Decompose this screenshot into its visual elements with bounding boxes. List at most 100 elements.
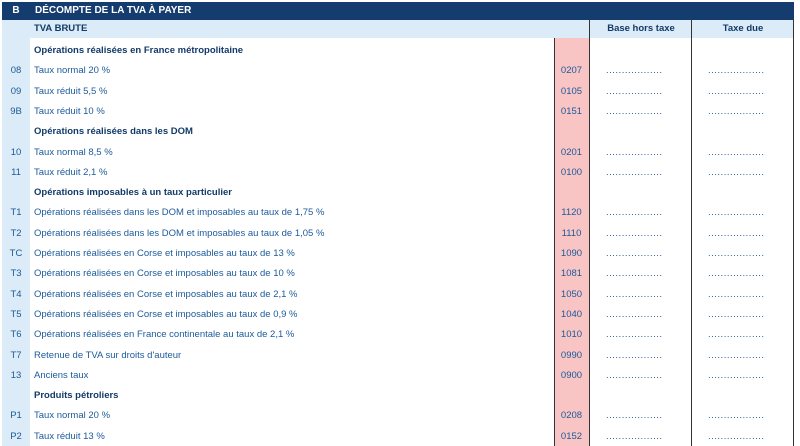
form-line: T7 Retenue de TVA sur droits d'auteur 0990… xyxy=(2,346,794,365)
line-number: T3 xyxy=(10,268,22,280)
base-amount-field[interactable]: .................. xyxy=(606,166,663,178)
line-label: Opérations réalisées dans les DOM et imp… xyxy=(34,227,325,239)
base-amount-field[interactable]: .................. xyxy=(606,146,663,158)
box-code: 0900 xyxy=(560,369,583,381)
base-amount-field[interactable]: .................. xyxy=(606,329,663,341)
box-code: 0100 xyxy=(560,166,583,178)
box-code: 0207 xyxy=(560,65,583,77)
subheader: TVA BRUTE xyxy=(30,20,794,38)
form-header: B DÉCOMPTE DE LA TVA À PAYER xyxy=(2,2,794,20)
tax-amount-field[interactable]: .................. xyxy=(708,65,765,77)
form-line: 9B Taux réduit 10 % 0151..................… xyxy=(2,102,794,121)
line-label: Produits pétroliers xyxy=(34,390,119,402)
form-line: T6 Opérations réalisées en France contine… xyxy=(2,325,794,344)
tax-amount-field[interactable]: .................. xyxy=(708,105,765,117)
tax-amount-field[interactable]: .................. xyxy=(708,268,765,280)
base-amount-field[interactable]: .................. xyxy=(606,308,663,320)
form-line: T5 Opérations réalisées en Corse et impos… xyxy=(2,305,794,324)
form-line: 08 Taux normal 20 % 0207..................… xyxy=(2,61,794,80)
tax-amount-field[interactable]: .................. xyxy=(708,146,765,158)
tax-amount-field[interactable]: .................. xyxy=(708,227,765,239)
tax-amount-field[interactable]: .................. xyxy=(708,288,765,300)
form-line: 09 Taux réduit 5,5 % 0105.................… xyxy=(2,82,794,101)
line-number: 10 xyxy=(10,146,22,158)
line-label: Anciens taux xyxy=(34,369,89,381)
line-number: 11 xyxy=(11,166,21,178)
line-number: T7 xyxy=(10,349,22,361)
base-amount-field[interactable]: .................. xyxy=(606,430,663,442)
tax-amount-field[interactable]: .................. xyxy=(708,349,765,361)
line-number: T4 xyxy=(10,288,22,300)
base-amount-field[interactable]: .................. xyxy=(606,227,663,239)
line-number: TC xyxy=(9,248,23,259)
form-line: T1 Opérations réalisées dans les DOM et i… xyxy=(2,203,794,222)
line-label: Opérations réalisées en Corse et imposab… xyxy=(34,288,298,300)
base-amount-field[interactable]: .................. xyxy=(606,349,663,361)
column-header-tax: Taxe due xyxy=(722,23,764,34)
tax-amount-field[interactable]: .................. xyxy=(708,410,765,422)
line-number: 13 xyxy=(10,369,22,381)
form-line: T3 Opérations réalisées en Corse et impos… xyxy=(2,264,794,283)
tax-amount-field[interactable]: .................. xyxy=(708,308,765,320)
line-label: Opérations réalisées dans les DOM et imp… xyxy=(34,207,325,219)
line-label: Taux normal 20 % xyxy=(34,410,111,422)
line-number: T2 xyxy=(10,227,22,239)
box-code: 1120 xyxy=(561,207,582,219)
box-code: 1081 xyxy=(560,268,583,280)
base-amount-field[interactable]: .................. xyxy=(606,248,663,259)
box-code: 1040 xyxy=(560,308,583,320)
line-number: 9B xyxy=(10,105,22,117)
line-label: Taux réduit 10 % xyxy=(34,105,105,117)
box-code: 0201 xyxy=(560,146,583,158)
tax-amount-field[interactable]: .................. xyxy=(708,369,765,381)
box-code: 0990 xyxy=(560,349,583,361)
line-label: Taux réduit 5,5 % xyxy=(34,85,108,97)
box-code: 0151 xyxy=(560,105,583,117)
form-line: 13 Anciens taux 0900......................… xyxy=(2,366,794,385)
form-line: TC Opérations réalisées en Corse et impos… xyxy=(2,244,794,263)
base-amount-field[interactable]: .................. xyxy=(606,288,663,300)
section-heading: Opérations imposables à un taux particul… xyxy=(2,183,794,202)
box-code-column xyxy=(554,38,589,446)
section-heading: Opérations réalisées en France métropoli… xyxy=(2,41,794,60)
base-amount-field[interactable]: .................. xyxy=(606,410,663,422)
divider xyxy=(691,20,692,446)
tax-amount-field[interactable]: .................. xyxy=(708,166,765,178)
section-heading: Produits pétroliers xyxy=(2,386,794,405)
form-line: T4 Opérations réalisées en Corse et impos… xyxy=(2,285,794,304)
line-label: Opérations réalisées en Corse et imposab… xyxy=(34,268,295,280)
divider xyxy=(554,38,555,446)
base-amount-field[interactable]: .................. xyxy=(606,85,663,97)
base-amount-field[interactable]: .................. xyxy=(606,369,663,381)
base-amount-field[interactable]: .................. xyxy=(606,105,663,117)
line-label: Opérations réalisées en France continent… xyxy=(34,329,295,341)
tax-amount-field[interactable]: .................. xyxy=(708,207,765,219)
base-amount-field[interactable]: .................. xyxy=(606,268,663,280)
box-code: 1050 xyxy=(560,288,583,300)
section-title: DÉCOMPTE DE LA TVA À PAYER xyxy=(35,5,192,16)
tax-amount-field[interactable]: .................. xyxy=(708,430,765,442)
line-number: P1 xyxy=(10,410,22,422)
box-code: 0152 xyxy=(560,430,583,442)
form-line: 11 Taux réduit 2,1 % 0100.................… xyxy=(2,163,794,182)
tax-amount-field[interactable]: .................. xyxy=(708,329,765,341)
divider xyxy=(589,20,590,446)
line-number: 09 xyxy=(10,85,22,97)
line-number: P2 xyxy=(10,430,22,442)
line-label: Taux normal 8,5 % xyxy=(34,146,113,158)
divider xyxy=(793,20,794,446)
line-label: Opérations réalisées en France métropoli… xyxy=(34,45,244,56)
line-label: Retenue de TVA sur droits d'auteur xyxy=(34,349,182,361)
line-number: 08 xyxy=(10,65,22,77)
line-number-column xyxy=(2,20,30,446)
section-code: B xyxy=(12,5,20,16)
base-amount-field[interactable]: .................. xyxy=(606,207,663,219)
box-code: 0105 xyxy=(560,85,583,97)
tax-amount-field[interactable]: .................. xyxy=(708,248,765,259)
line-label: Taux réduit 13 % xyxy=(34,430,105,442)
base-amount-field[interactable]: .................. xyxy=(606,65,663,77)
tax-amount-field[interactable]: .................. xyxy=(708,85,765,97)
line-label: Taux réduit 2,1 % xyxy=(34,166,108,178)
box-code: 0208 xyxy=(560,410,583,422)
